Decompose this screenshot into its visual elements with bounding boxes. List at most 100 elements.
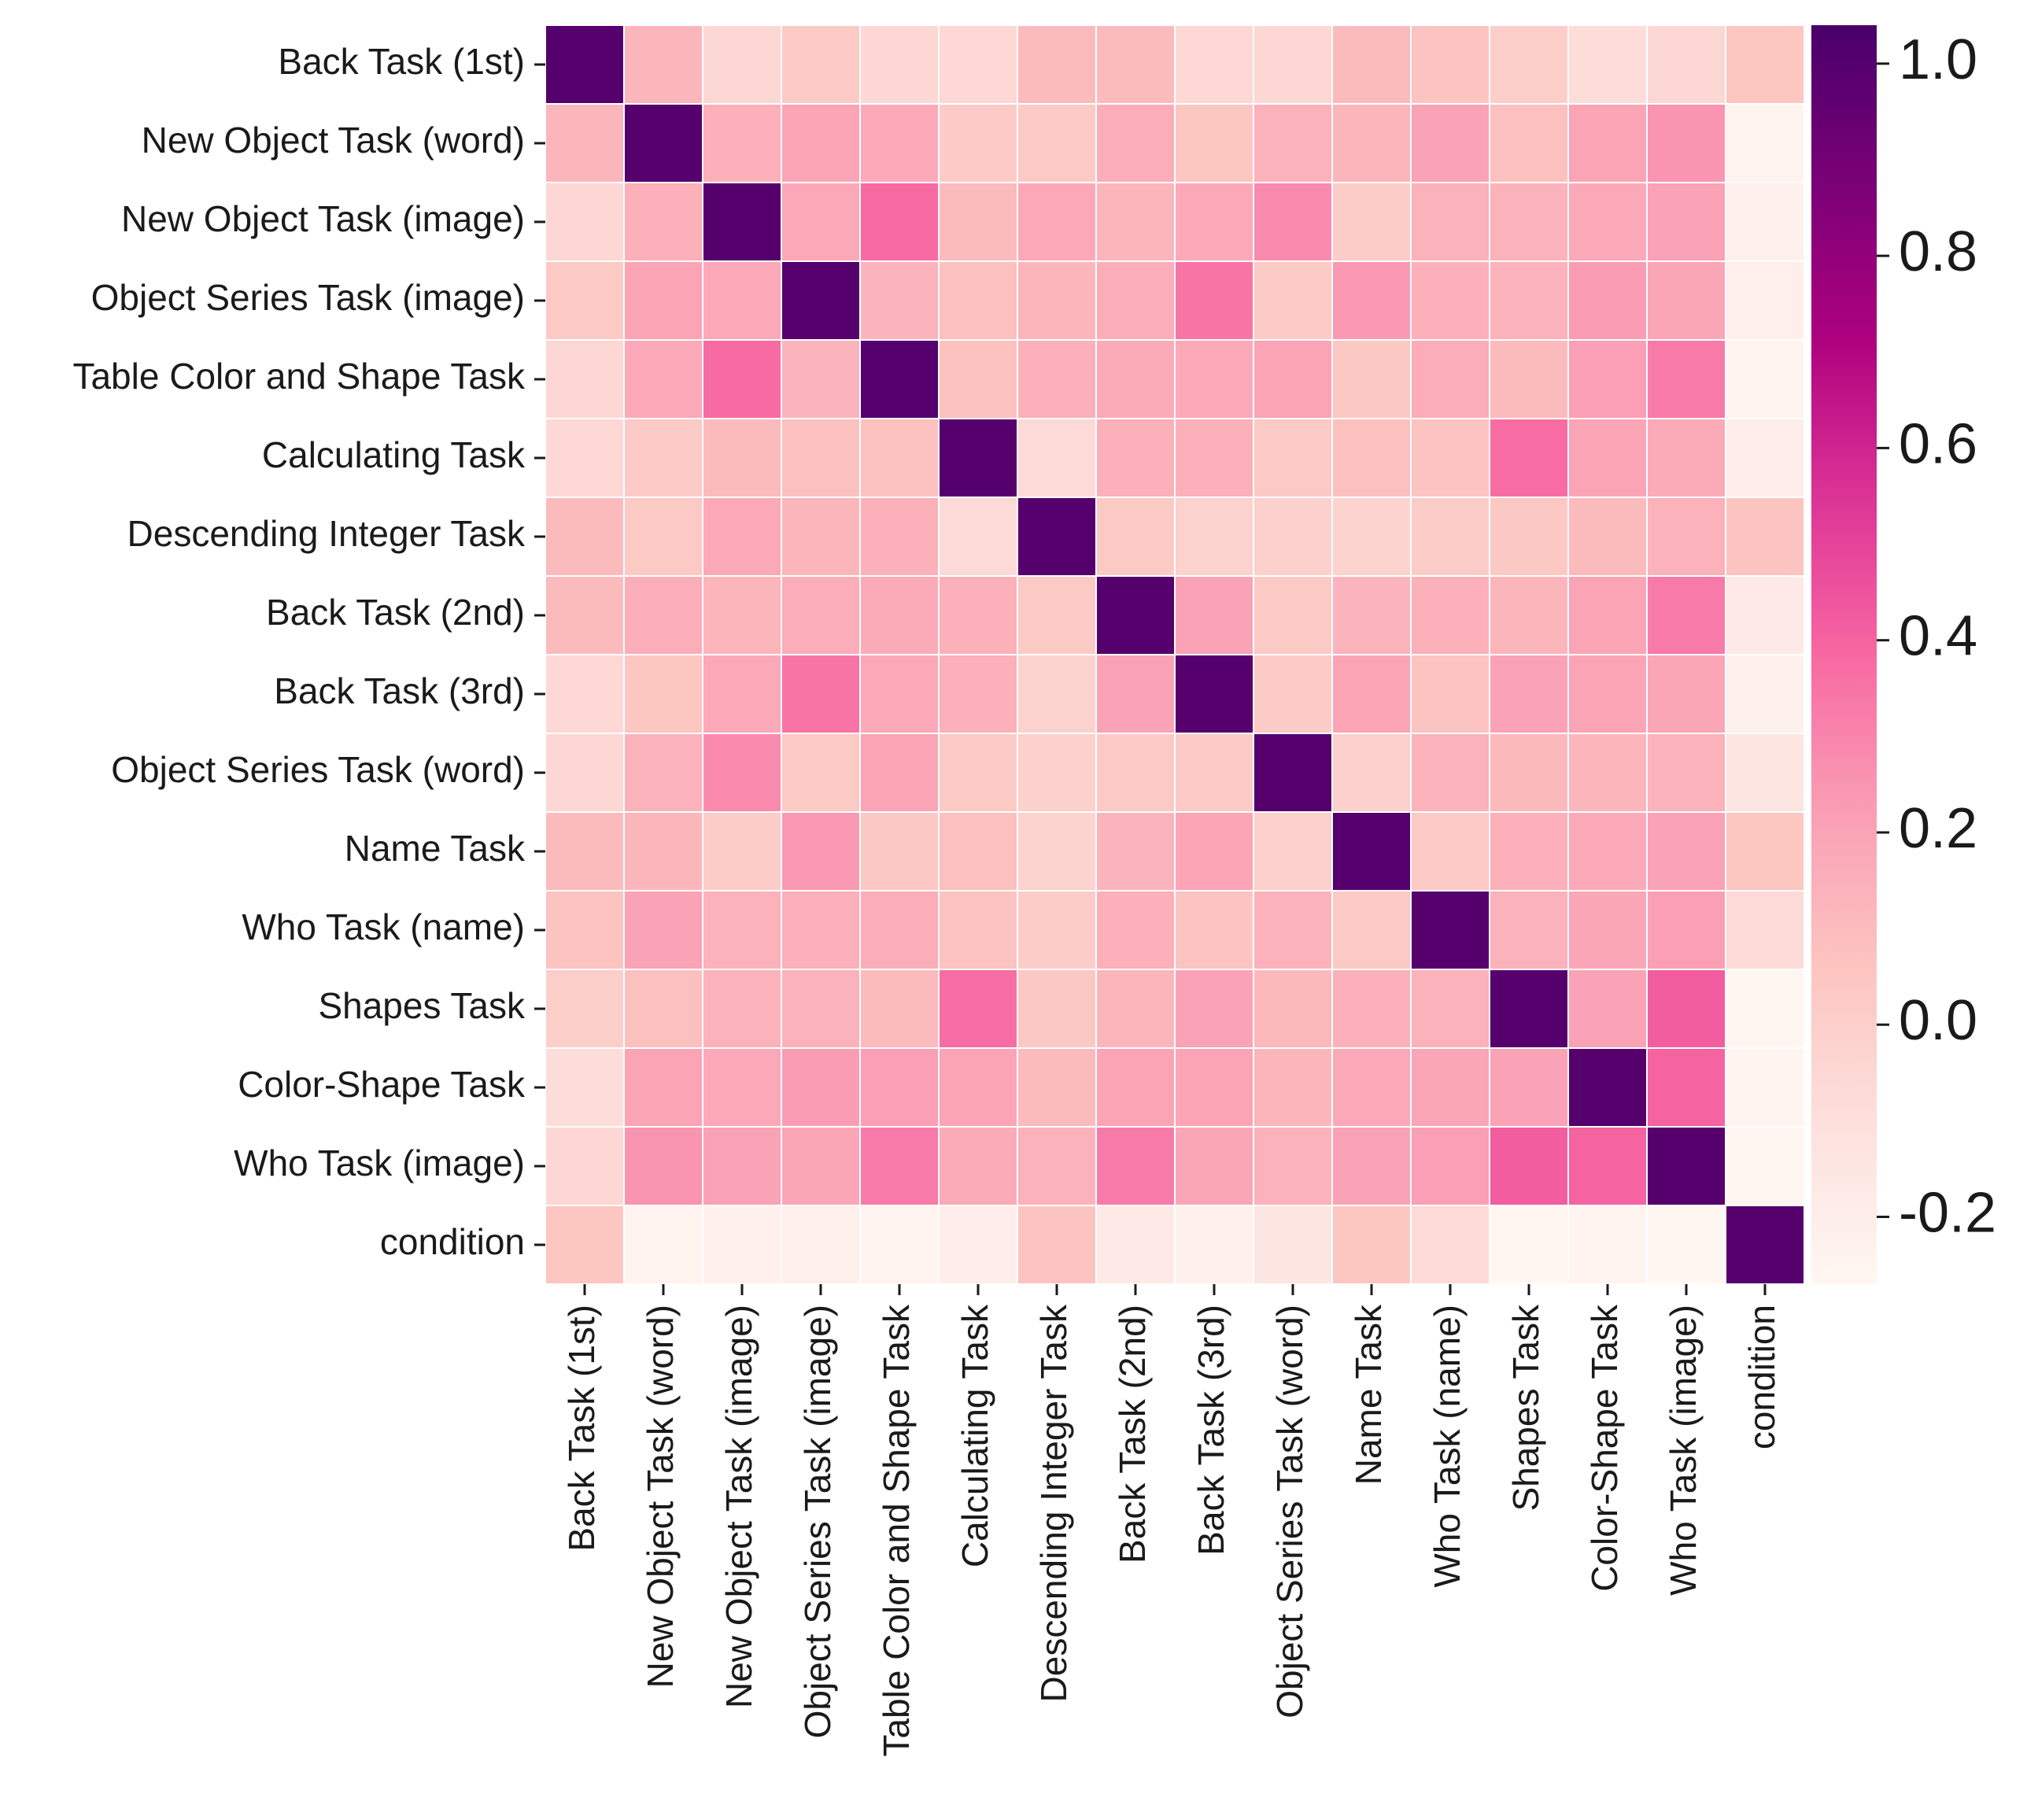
heatmap-cell bbox=[1017, 1126, 1097, 1206]
heatmap-cell bbox=[938, 1047, 1018, 1128]
heatmap-cell bbox=[1253, 811, 1333, 892]
heatmap-cell bbox=[1489, 497, 1569, 577]
colorbar-tick-label: 0.4 bbox=[1899, 605, 1977, 668]
heatmap-cell bbox=[781, 1205, 861, 1285]
heatmap-cell bbox=[623, 1126, 703, 1206]
heatmap-cell bbox=[1410, 24, 1490, 105]
heatmap-cell bbox=[623, 24, 703, 105]
heatmap-cell bbox=[623, 890, 703, 970]
heatmap-cell bbox=[1017, 182, 1097, 262]
heatmap-cell bbox=[623, 654, 703, 734]
column-label: Table Color and Shape Task bbox=[876, 1304, 917, 1757]
heatmap-cell bbox=[1410, 890, 1490, 970]
heatmap-cell bbox=[545, 418, 625, 498]
colorbar-tick-label: 1.0 bbox=[1899, 28, 1977, 91]
column-label: Descending Integer Task bbox=[1033, 1304, 1074, 1702]
heatmap-cell bbox=[1489, 418, 1569, 498]
heatmap-cell bbox=[1095, 1047, 1176, 1128]
heatmap-cell bbox=[623, 182, 703, 262]
heatmap-cell bbox=[859, 339, 940, 419]
heatmap-cell bbox=[938, 654, 1018, 734]
heatmap-cell bbox=[1410, 733, 1490, 813]
heatmap-cell bbox=[1410, 1047, 1490, 1128]
heatmap-cell bbox=[1489, 1047, 1569, 1128]
column-label: Shapes Task bbox=[1505, 1304, 1546, 1512]
heatmap-cell bbox=[1174, 969, 1254, 1049]
heatmap-cell bbox=[1725, 575, 1805, 655]
heatmap-cell bbox=[1017, 654, 1097, 734]
heatmap-cell bbox=[1410, 103, 1490, 183]
heatmap-cell bbox=[1646, 339, 1726, 419]
heatmap-cell bbox=[702, 654, 782, 734]
heatmap-cell bbox=[859, 1126, 940, 1206]
heatmap-cell bbox=[1174, 260, 1254, 341]
row-label: Descending Integer Task bbox=[127, 513, 526, 554]
heatmap-cell bbox=[545, 654, 625, 734]
heatmap-cell bbox=[1253, 103, 1333, 183]
heatmap-cell bbox=[545, 1205, 625, 1285]
heatmap-cell bbox=[1646, 575, 1726, 655]
heatmap-cell bbox=[1174, 497, 1254, 577]
heatmap-cell bbox=[1253, 418, 1333, 498]
heatmap-cell bbox=[702, 733, 782, 813]
heatmap-cell bbox=[1646, 103, 1726, 183]
heatmap-cell bbox=[1331, 497, 1412, 577]
heatmap-cell bbox=[1489, 24, 1569, 105]
row-label: Object Series Task (image) bbox=[91, 277, 525, 318]
row-labels: Back Task (1st) New Object Task (word) New… bbox=[72, 41, 545, 1262]
heatmap-cell bbox=[1567, 260, 1648, 341]
heatmap-cell bbox=[1331, 811, 1412, 892]
heatmap-cell bbox=[702, 1205, 782, 1285]
heatmap-cell bbox=[938, 339, 1018, 419]
heatmap-cell bbox=[623, 260, 703, 341]
heatmap-cell bbox=[1253, 1205, 1333, 1285]
row-label: Table Color and Shape Task bbox=[72, 356, 526, 397]
heatmap-cell bbox=[859, 890, 940, 970]
heatmap-cell bbox=[1253, 1126, 1333, 1206]
heatmap-cell bbox=[1646, 182, 1726, 262]
heatmap-cell bbox=[938, 1205, 1018, 1285]
heatmap-cell bbox=[1331, 575, 1412, 655]
heatmap-cell bbox=[1253, 654, 1333, 734]
row-label: Color-Shape Task bbox=[238, 1064, 526, 1105]
heatmap-cell bbox=[1253, 497, 1333, 577]
heatmap-cell bbox=[1095, 24, 1176, 105]
heatmap-cell bbox=[1095, 969, 1176, 1049]
heatmap-cell bbox=[938, 575, 1018, 655]
heatmap-cell bbox=[1095, 733, 1176, 813]
heatmap-cell bbox=[1567, 24, 1648, 105]
colorbar-tick-label: 0.0 bbox=[1899, 989, 1977, 1052]
heatmap-cell bbox=[1567, 497, 1648, 577]
heatmap-cell bbox=[938, 497, 1018, 577]
heatmap-cell bbox=[623, 339, 703, 419]
heatmap-cell bbox=[1410, 811, 1490, 892]
heatmap-cell bbox=[1095, 182, 1176, 262]
heatmap-cell bbox=[1174, 103, 1254, 183]
heatmap-cell bbox=[1331, 339, 1412, 419]
heatmap-cell bbox=[545, 182, 625, 262]
heatmap-cell bbox=[1567, 1205, 1648, 1285]
column-label: Object Series Task (word) bbox=[1269, 1305, 1310, 1718]
heatmap-cell bbox=[1489, 575, 1569, 655]
heatmap-cell bbox=[1095, 1205, 1176, 1285]
heatmap-cell bbox=[623, 103, 703, 183]
heatmap-cell bbox=[545, 890, 625, 970]
heatmap-cell bbox=[623, 1047, 703, 1128]
heatmap-cell bbox=[1331, 890, 1412, 970]
heatmap-cell bbox=[1646, 890, 1726, 970]
heatmap-cell bbox=[938, 418, 1018, 498]
heatmap-cell bbox=[1331, 733, 1412, 813]
row-label: Name Task bbox=[345, 828, 526, 869]
heatmap-cell bbox=[859, 654, 940, 734]
heatmap-cell bbox=[702, 418, 782, 498]
heatmap-cell bbox=[1253, 260, 1333, 341]
heatmap-cell bbox=[781, 418, 861, 498]
heatmap-cell bbox=[1410, 654, 1490, 734]
heatmap-cell bbox=[859, 497, 940, 577]
heatmap-cell bbox=[1017, 575, 1097, 655]
heatmap-cell bbox=[545, 24, 625, 105]
heatmap-cell bbox=[1725, 418, 1805, 498]
heatmap-cell bbox=[702, 497, 782, 577]
heatmap-cell bbox=[1017, 1047, 1097, 1128]
